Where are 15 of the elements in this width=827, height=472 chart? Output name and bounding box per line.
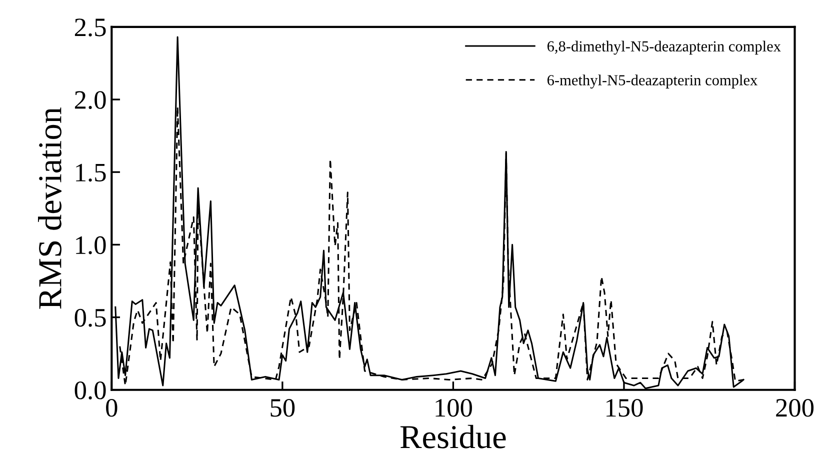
legend-label: 6,8-dimethyl-N5-deazapterin complex [547, 40, 781, 55]
y-tick-label: 2.5 [74, 18, 106, 36]
x-tick-label: 150 [606, 398, 643, 417]
y-tick-label: 1.0 [76, 236, 106, 254]
x-axis-title: Residue [400, 424, 506, 448]
y-tick-label: 1.5 [76, 164, 106, 182]
y-axis-title: RMS deviation [38, 108, 62, 309]
y-tick-label: 0.0 [74, 381, 106, 400]
x-tick-label: 50 [270, 398, 295, 417]
y-tick-label: 2.0 [74, 91, 106, 110]
legend-label: 6-methyl-N5-deazapterin complex [547, 74, 758, 88]
x-tick-label: 100 [436, 398, 472, 417]
y-tick-label: 0.5 [74, 308, 106, 327]
x-tick-label: 200 [776, 398, 814, 417]
x-tick-label: 0 [106, 398, 118, 417]
